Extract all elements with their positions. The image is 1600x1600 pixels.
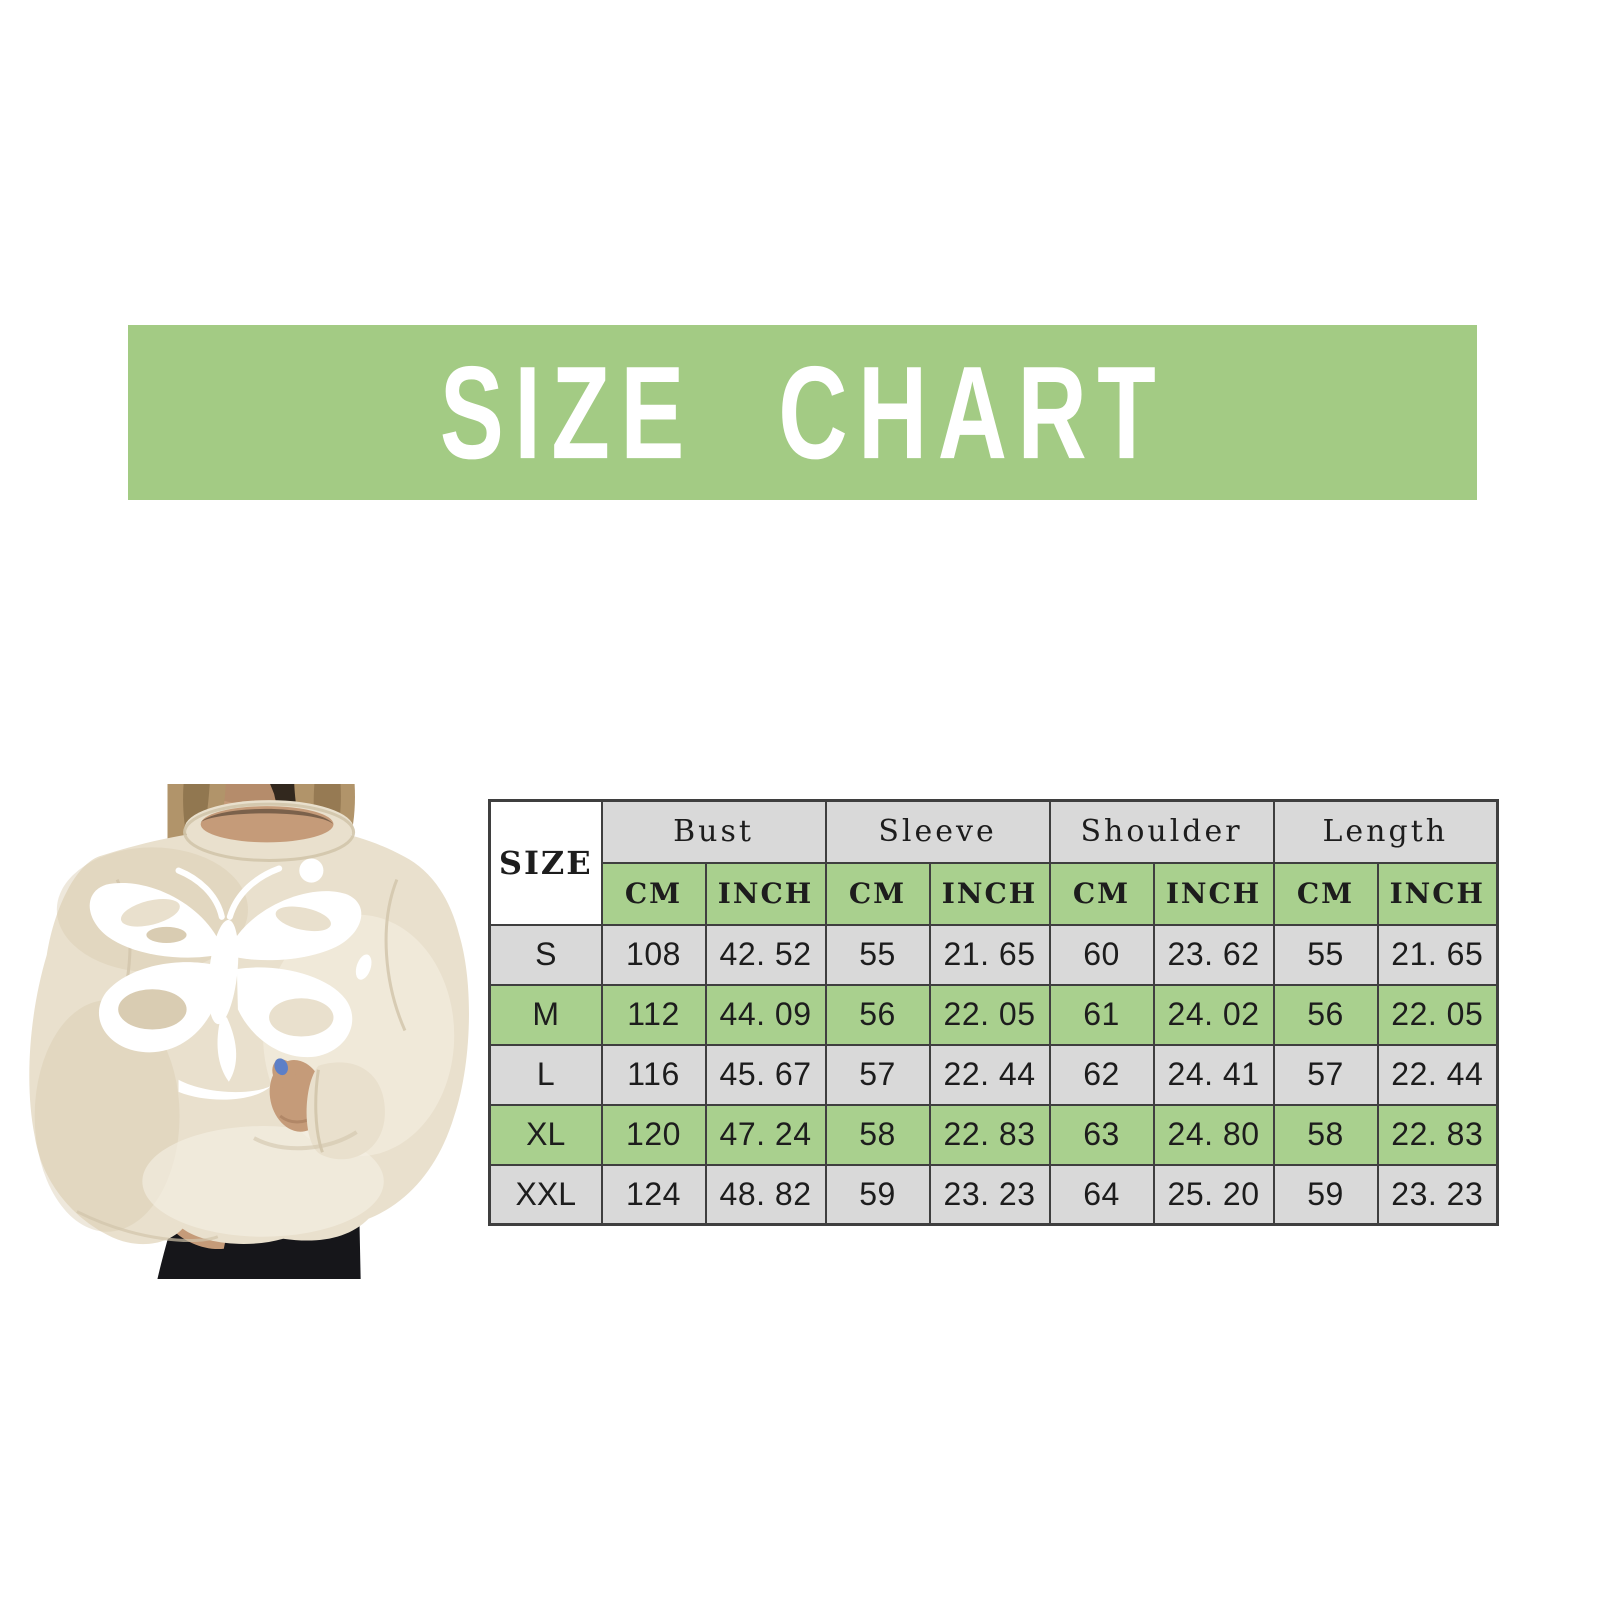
measurement-cell: 120 xyxy=(600,1103,707,1166)
column-group-shoulder: Shoulder xyxy=(1048,799,1275,864)
butterfly-print xyxy=(89,858,372,1100)
butterfly-antenna-left xyxy=(175,867,225,920)
measurement-cell: 124 xyxy=(600,1163,707,1226)
column-group-sleeve: Sleeve xyxy=(824,799,1051,864)
measurement-cell: 59 xyxy=(824,1163,931,1226)
banner-title: SIZE CHART xyxy=(439,338,1166,487)
measurement-cell: 59 xyxy=(1272,1163,1379,1226)
column-group-length: Length xyxy=(1272,799,1499,864)
unit-header-inch: INCH xyxy=(1152,861,1275,926)
unit-header-inch: INCH xyxy=(1376,861,1499,926)
measurement-cell: 22. 44 xyxy=(928,1043,1051,1106)
size-label: L xyxy=(488,1043,603,1106)
measurement-cell: 56 xyxy=(1272,983,1379,1046)
measurement-cell: 116 xyxy=(600,1043,707,1106)
model-illustration xyxy=(29,784,469,1279)
measurement-cell: 55 xyxy=(1272,923,1379,986)
size-table: SIZE Bust Sleeve Shoulder Length CM INCH… xyxy=(488,799,1500,1226)
measurement-cell: 23. 62 xyxy=(1152,923,1275,986)
measurement-cell: 64 xyxy=(1048,1163,1155,1226)
measurement-cell: 57 xyxy=(1272,1043,1379,1106)
table-row: M 112 44. 09 56 22. 05 61 24. 02 56 22. 05 xyxy=(488,983,1499,1046)
print-splatter xyxy=(299,858,324,883)
measurement-cell: 62 xyxy=(1048,1043,1155,1106)
print-splatter xyxy=(355,954,372,980)
measurement-cell: 58 xyxy=(824,1103,931,1166)
measurement-cell: 45. 67 xyxy=(704,1043,827,1106)
table-row: S 108 42. 52 55 21. 65 60 23. 62 55 21. 65 xyxy=(488,923,1499,986)
wing-blotch xyxy=(118,989,187,1030)
collar-rib xyxy=(183,802,356,862)
table-row: XL 120 47. 24 58 22. 83 63 24. 80 58 22. 83 xyxy=(488,1103,1499,1166)
measurement-cell: 47. 24 xyxy=(704,1103,827,1166)
cuff-seam xyxy=(76,1210,219,1243)
measurement-cell: 21. 65 xyxy=(1376,923,1499,986)
measurement-cell: 63 xyxy=(1048,1103,1155,1166)
sweatshirt-shade-patch xyxy=(34,1000,180,1232)
measurement-cell: 24. 80 xyxy=(1152,1103,1275,1166)
measurement-cell: 22. 05 xyxy=(1376,983,1499,1046)
unit-header-inch: INCH xyxy=(704,861,827,926)
print-smear xyxy=(178,1079,272,1100)
size-label: S xyxy=(488,923,603,986)
measurement-cell: 22. 83 xyxy=(1376,1103,1499,1166)
measurement-cell: 48. 82 xyxy=(704,1163,827,1226)
size-chart-banner: SIZE CHART xyxy=(128,325,1477,500)
unit-header-cm: CM xyxy=(824,861,931,926)
wing-blotch xyxy=(275,906,331,932)
unit-header-cm: CM xyxy=(600,861,707,926)
wing-blotch xyxy=(120,898,180,927)
table-row: L 116 45. 67 57 22. 44 62 24. 41 57 22. 44 xyxy=(488,1043,1499,1106)
measurement-cell: 108 xyxy=(600,923,707,986)
measurement-cell: 23. 23 xyxy=(928,1163,1051,1226)
wing-blotch xyxy=(146,926,187,943)
butterfly-body xyxy=(208,920,239,1025)
wing-blotch xyxy=(269,998,334,1037)
measurement-cell: 56 xyxy=(824,983,931,1046)
measurement-cell: 22. 44 xyxy=(1376,1043,1499,1106)
measurement-cell: 42. 52 xyxy=(704,923,827,986)
measurement-cell: 24. 41 xyxy=(1152,1043,1275,1106)
measurement-cell: 60 xyxy=(1048,923,1155,986)
size-table-body: S 108 42. 52 55 21. 65 60 23. 62 55 21. 65 M 112 44… xyxy=(488,923,1499,1226)
table-row: XXL 124 48. 82 59 23. 23 64 25. 20 59 23. 23 xyxy=(488,1163,1499,1226)
unit-header-cm: CM xyxy=(1272,861,1379,926)
size-label: M xyxy=(488,983,603,1046)
butterfly-abdomen xyxy=(217,1017,237,1082)
unit-header-cm: CM xyxy=(1048,861,1155,926)
size-label: XXL xyxy=(488,1163,603,1226)
measurement-cell: 55 xyxy=(824,923,931,986)
blue-nail xyxy=(274,1058,288,1076)
hem-fold-line xyxy=(253,1130,358,1151)
product-photo xyxy=(16,784,490,1282)
measurement-cell: 61 xyxy=(1048,983,1155,1046)
measurement-cell: 22. 83 xyxy=(928,1103,1051,1166)
measurement-cell: 22. 05 xyxy=(928,983,1051,1046)
measurement-cell: 25. 20 xyxy=(1152,1163,1275,1226)
column-group-bust: Bust xyxy=(600,799,827,864)
size-label: XL xyxy=(488,1103,603,1166)
unit-header-inch: INCH xyxy=(928,861,1051,926)
size-column-header: SIZE xyxy=(488,799,603,926)
measurement-cell: 44. 09 xyxy=(704,983,827,1046)
measurement-cell: 57 xyxy=(824,1043,931,1106)
measurement-cell: 23. 23 xyxy=(1376,1163,1499,1226)
measurement-cell: 24. 02 xyxy=(1152,983,1275,1046)
raglan-seam-right xyxy=(384,879,407,1032)
butterfly-antenna-right xyxy=(226,865,283,920)
collar-shadow xyxy=(200,808,334,825)
measurement-cell: 21. 65 xyxy=(928,923,1051,986)
measurement-cell: 112 xyxy=(600,983,707,1046)
measurement-cell: 58 xyxy=(1272,1103,1379,1166)
sleeve-cuff-drape xyxy=(306,1062,385,1160)
